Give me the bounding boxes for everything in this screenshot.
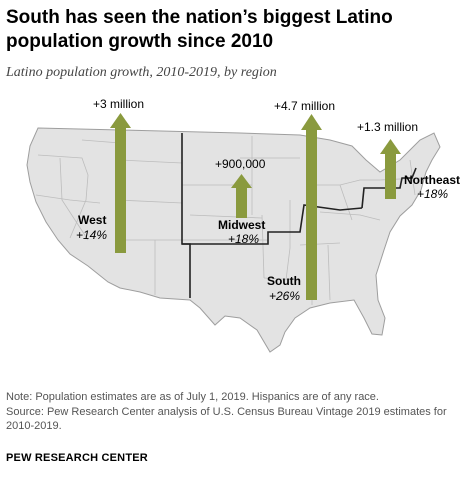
region-south: +4.7 million South +26% <box>267 99 335 303</box>
region-borders <box>181 133 417 298</box>
arrow-west-shaft <box>115 128 126 253</box>
chart-footnote: Note: Population estimates are as of Jul… <box>6 390 470 434</box>
region-midwest: +900,000 Midwest +18% <box>215 157 266 246</box>
arrow-midwest-shaft <box>236 188 247 218</box>
source-text: Source: Pew Research Center analysis of … <box>6 405 447 433</box>
region-northeast: +1.3 million Northeast +18% <box>357 120 460 201</box>
south-name-label: South <box>267 274 301 288</box>
south-amount-label: +4.7 million <box>274 99 335 113</box>
west-amount-label: +3 million <box>93 97 144 111</box>
chart-title: South has seen the nation’s biggest Lati… <box>6 7 393 52</box>
pew-brand-logo: PEW RESEARCH CENTER <box>6 452 148 464</box>
arrow-northeast-head <box>380 139 401 154</box>
arrow-midwest-head <box>231 174 252 188</box>
midwest-growth-label: +18% <box>228 232 259 246</box>
west-growth-label: +14% <box>76 228 107 242</box>
us-map: +3 million West +14% +900,000 Midwest +1… <box>26 97 460 353</box>
arrow-west-head <box>110 113 131 128</box>
arrow-northeast-shaft <box>385 154 396 199</box>
region-west: +3 million West +14% <box>76 97 144 253</box>
chart-subtitle: Latino population growth, 2010-2019, by … <box>6 65 277 80</box>
midwest-name-label: Midwest <box>218 218 265 232</box>
south-growth-label: +26% <box>269 289 300 303</box>
northeast-amount-label: +1.3 million <box>357 120 418 134</box>
arrow-south-head <box>301 114 322 130</box>
arrow-south-shaft <box>306 130 317 300</box>
northeast-name-label: Northeast <box>404 173 460 187</box>
note-text: Note: Population estimates are as of Jul… <box>6 391 379 403</box>
west-name-label: West <box>78 213 106 227</box>
midwest-amount-label: +900,000 <box>215 157 266 171</box>
northeast-growth-label: +18% <box>417 187 448 201</box>
